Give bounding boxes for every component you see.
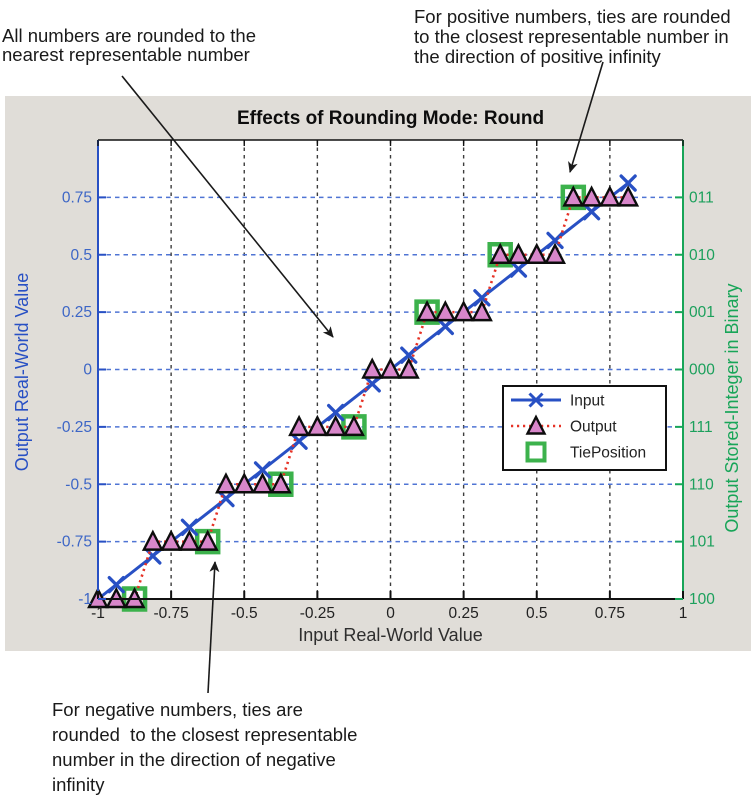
- annotation-arrow: [121, 75, 334, 338]
- y-tick-label-right: 001: [689, 304, 715, 321]
- annotation-negative-ties: For negative numbers, ties are rounded t…: [52, 699, 358, 795]
- y-tick-label-left: -0.5: [65, 476, 92, 493]
- y-tick-label-right: 010: [689, 247, 715, 264]
- output-triangle-marker: [452, 300, 475, 322]
- input-x-marker: [582, 203, 601, 221]
- output-triangle-marker: [525, 242, 548, 264]
- chart-title: Effects of Rounding Mode: Round: [237, 108, 544, 129]
- output-triangle-marker: [361, 357, 384, 379]
- output-triangle-marker: [141, 529, 164, 551]
- annotation-positive-ties: For positive numbers, ties are rounded t…: [414, 6, 731, 67]
- output-triangle-marker: [269, 472, 292, 494]
- x-tick-label: 0: [386, 605, 395, 622]
- output-triangle-marker: [544, 242, 566, 264]
- y-tick-label-left: 0.75: [62, 189, 92, 206]
- input-x-marker: [509, 260, 528, 278]
- output-triangle-marker: [233, 472, 256, 494]
- y-tick-label-left: -0.75: [57, 534, 92, 551]
- ticks: -1 -0.75 -0.5 -0.25 0 0.25 0.5 0.75 1 -1 100 -0.75 1…: [57, 140, 715, 622]
- legend: Input Output TiePosition: [502, 385, 667, 471]
- y-tick-label-right: 111: [689, 419, 713, 436]
- x-tick-label: 0.5: [526, 605, 548, 622]
- output-triangle-marker: [580, 185, 603, 207]
- output-triangle-marker: [324, 414, 347, 437]
- input-x-marker: [473, 289, 491, 307]
- y-tick-label-right: 101: [689, 534, 715, 551]
- y-tick-label-left: -1: [78, 591, 92, 608]
- output-triangle-marker: [434, 300, 457, 322]
- output-triangle-marker: [489, 242, 512, 264]
- x-tick-label: -0.75: [153, 605, 188, 622]
- output-triangle-marker: [288, 414, 311, 437]
- input-x-marker: [180, 518, 199, 536]
- output-triangle-marker: [379, 357, 402, 379]
- x-tick-label: -0.5: [231, 605, 258, 622]
- legend-label: Output: [570, 419, 617, 436]
- output-triangle-marker: [416, 300, 439, 322]
- input-x-marker: [436, 317, 454, 336]
- input-x-marker: [546, 231, 564, 250]
- input-x-marker: [400, 346, 418, 364]
- y-axis-label-left: Output Real-World Value: [12, 273, 32, 471]
- annotation-arrow: [207, 561, 220, 694]
- annotation-arrow: [568, 61, 604, 173]
- input-x-marker: [619, 174, 637, 192]
- output-triangle-marker: [562, 185, 585, 207]
- y-tick-label-right: 011: [689, 189, 714, 206]
- x-tick-label: 0.25: [449, 605, 479, 622]
- input-x-marker: [144, 547, 162, 565]
- y-tick-label-left: 0.25: [62, 304, 92, 321]
- y-tick-label-right: 110: [689, 476, 714, 493]
- output-triangle-marker: [160, 529, 183, 551]
- output-triangle-marker: [251, 472, 274, 494]
- output-triangle-marker: [598, 185, 621, 207]
- output-triangle-marker: [617, 185, 640, 207]
- output-triangle-marker: [178, 529, 201, 551]
- annotation-arrows: [121, 61, 604, 694]
- output-triangle-marker: [397, 357, 420, 379]
- output-triangle-marker: [470, 300, 493, 322]
- legend-output-triangle: [525, 414, 547, 435]
- output-triangle-marker: [306, 414, 329, 437]
- x-tick-label: 0.75: [595, 605, 625, 622]
- legend-tie-square: [525, 441, 547, 463]
- output-triangle-marker: [507, 242, 530, 264]
- input-x-marker: [290, 432, 308, 450]
- y-tick-label-left: 0: [83, 362, 92, 379]
- input-x-marker: [327, 403, 345, 422]
- y-axis-label-right: Output Stored-Integer in Binary: [722, 283, 742, 532]
- x-tick-label: -1: [91, 605, 105, 622]
- x-tick-label: -0.25: [300, 605, 335, 622]
- input-x-marker: [217, 489, 235, 508]
- annotation-nearest-number: All numbers are rounded to the nearest r…: [2, 25, 257, 65]
- output-triangle-marker: [342, 414, 365, 437]
- legend-input-x-marker: [528, 392, 544, 408]
- x-tick-label: 1: [679, 605, 688, 622]
- x-axis-label: Input Real-World Value: [298, 625, 482, 645]
- output-triangle-marker: [215, 472, 237, 494]
- legend-label: Input: [570, 393, 605, 410]
- output-triangle-marker: [196, 529, 219, 551]
- y-tick-label-right: 100: [689, 591, 715, 608]
- legend-label: TiePosition: [570, 445, 646, 462]
- y-tick-label-right: 000: [689, 362, 715, 379]
- input-x-marker: [363, 375, 381, 393]
- y-tick-label-left: 0.5: [70, 247, 92, 264]
- input-x-marker: [253, 461, 272, 479]
- y-tick-label-left: -0.25: [57, 419, 92, 436]
- input-x-marker: [107, 576, 125, 594]
